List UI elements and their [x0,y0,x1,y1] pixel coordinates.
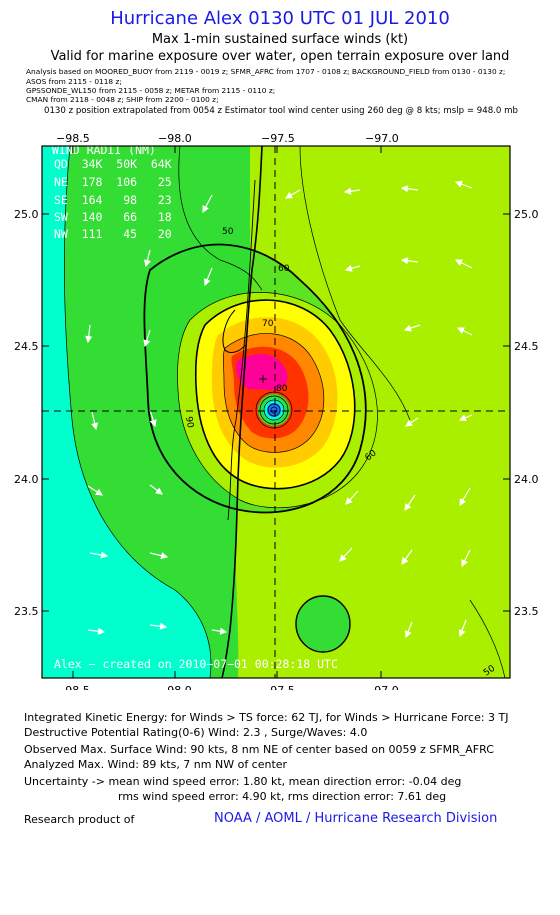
analysis-line-3: GPSSONDE_WL150 from 2115 - 0058 z; METAR… [26,86,276,95]
wind-radii-row-ne: NE 178 106 25 [54,175,172,189]
contour-lines [64,146,506,678]
map-footer: Alex − created on 2010−07−01 00:28:18 UT… [54,657,338,671]
lat-tick-right-3: 24.0 [514,473,539,486]
destructive-potential-line: Destructive Potential Rating(0-6) Wind: … [24,726,368,739]
contour-label-70: 70 [262,319,274,329]
lon-tick-bottom-1: −98.5 [56,684,90,690]
organization-link[interactable]: NOAA / AOML / Hurricane Research Divisio… [214,811,498,826]
eye-center [267,403,281,417]
valid-note: Valid for marine exposure over water, op… [50,49,510,64]
uncertainty-line-1: Uncertainty -> mean wind speed error: 1.… [24,775,462,788]
lat-tick-left-2: 24.5 [14,340,39,353]
contour-se-patch [295,595,351,653]
analyzed-max-wind-line: Analyzed Max. Wind: 89 kts, 7 nm NW of c… [24,758,288,771]
ike-line: Integrated Kinetic Energy: for Winds > T… [24,711,509,724]
observed-max-wind-line: Observed Max. Surface Wind: 90 kts, 8 nm… [24,743,494,756]
contour-label-80: 80 [276,384,288,394]
wind-radii-row-qd: QD 34K 50K 64K [54,157,172,171]
lat-tick-right-1: 25.0 [514,208,539,221]
credit-label: Research product of [24,813,135,826]
lat-tick-right-4: 23.5 [514,605,539,618]
position-note: 0130 z position extrapolated from 0054 z… [44,106,518,116]
lat-tick-right-2: 24.5 [514,340,539,353]
lat-tick-left-1: 25.0 [14,208,39,221]
wind-radii-row-sw: SW 140 66 18 [54,210,172,224]
wind-field-map: + 50 60 70 80 90 60 50 WIND RADII (NM) Q… [14,132,539,690]
coastline [221,146,263,678]
contour-label-60-north: 60 [278,264,290,274]
wind-vectors [85,180,473,639]
lon-tick-top-2: −98.0 [158,132,192,145]
subtitle: Max 1-min sustained surface winds (kt) [151,32,409,47]
wind-radii-table: WIND RADII (NM) QD 34K 50K 64K NE 178 10… [52,143,172,241]
lon-tick-top-3: −97.5 [261,132,295,145]
max-wind-marker: + [258,372,268,386]
wind-field: + [42,146,510,678]
contour-label-90: 90 [183,416,195,429]
lon-tick-top-1: −98.5 [56,132,90,145]
eye-contours [255,391,293,429]
wind-radii-row-se: SE 164 98 23 [54,193,172,207]
lat-tick-left-4: 23.5 [14,605,39,618]
wind-band-se-patch [296,596,350,652]
wind-radii-header: WIND RADII (NM) [52,143,156,157]
analysis-line-2: ASOS from 2115 - 0118 z; [26,77,122,86]
tick-marks [42,146,510,678]
lon-tick-bottom-4: −97.0 [365,684,399,690]
analysis-line-1: Analysis based on MOORED_BUOY from 2119 … [26,67,506,76]
lon-tick-bottom-2: −98.0 [158,684,192,690]
contour-label-50-west: 50 [222,227,234,237]
lat-tick-left-3: 24.0 [14,473,39,486]
bay-outline [222,309,246,353]
lon-tick-bottom-3: −97.5 [261,684,295,690]
plot-frame [41,145,511,679]
analysis-line-4: CMAN from 2118 - 0048 z; SHIP from 2200 … [26,95,219,104]
barrier-island [227,179,256,521]
page-title: Hurricane Alex 0130 UTC 01 JUL 2010 [110,8,450,29]
uncertainty-line-2: rms wind speed error: 4.90 kt, rms direc… [118,790,447,803]
lon-tick-top-4: −97.0 [365,132,399,145]
wind-radii-row-nw: NW 111 45 20 [54,227,172,241]
